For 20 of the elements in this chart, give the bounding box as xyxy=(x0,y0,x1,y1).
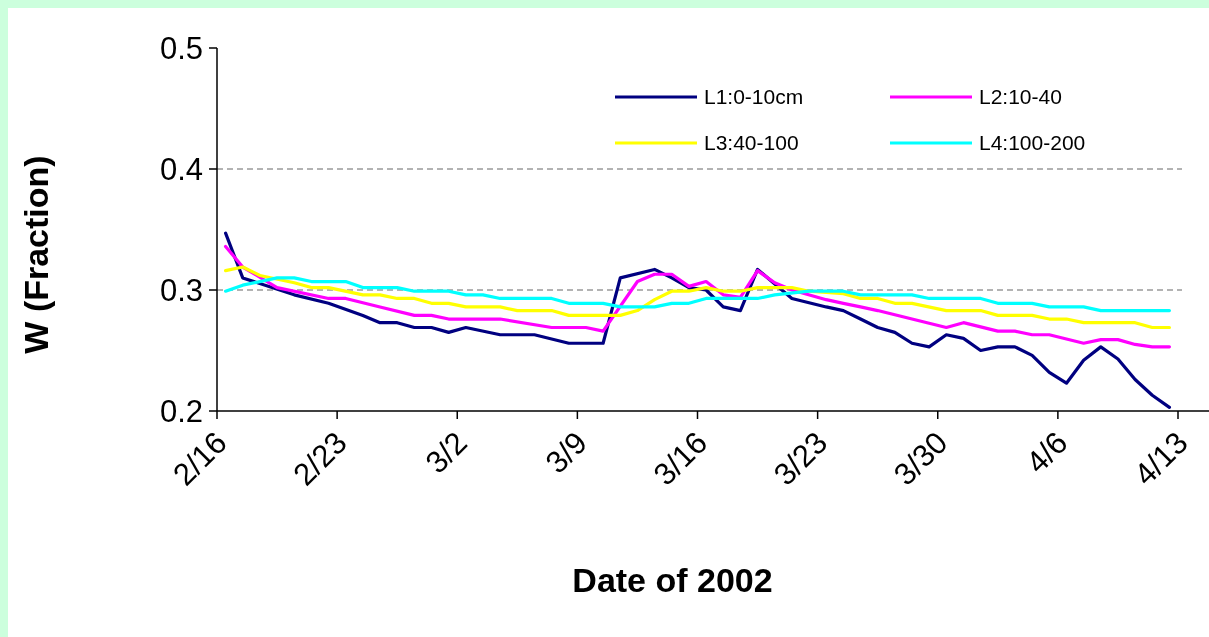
x-tick-label: 3/23 xyxy=(766,424,835,493)
legend-label: L4:100-200 xyxy=(979,131,1086,155)
x-tick-label: 3/16 xyxy=(646,424,715,493)
x-tick-label: 3/2 xyxy=(418,424,474,481)
line-series xyxy=(223,244,1172,349)
y-tick-label: 0.2 xyxy=(159,393,203,429)
x-tick-label: 4/13 xyxy=(1127,424,1195,493)
x-tick-label: 4/6 xyxy=(1019,424,1075,481)
y-tick-label: 0.4 xyxy=(159,151,203,187)
y-tick-label: 0.5 xyxy=(159,30,203,66)
x-axis-title: Date of 2002 xyxy=(572,561,773,599)
legend-label: L2:10-40 xyxy=(979,85,1062,109)
y-axis-title: W (Fraction) xyxy=(17,155,55,354)
legend-label: L1:0-10cm xyxy=(704,85,804,109)
legend-label: L3:40-100 xyxy=(704,131,799,155)
x-tick-label: 3/30 xyxy=(886,424,955,493)
line-series xyxy=(223,265,1172,330)
y-tick-label: 0.3 xyxy=(159,272,203,308)
x-tick-label: 3/9 xyxy=(538,424,594,481)
line-series xyxy=(223,276,1172,313)
